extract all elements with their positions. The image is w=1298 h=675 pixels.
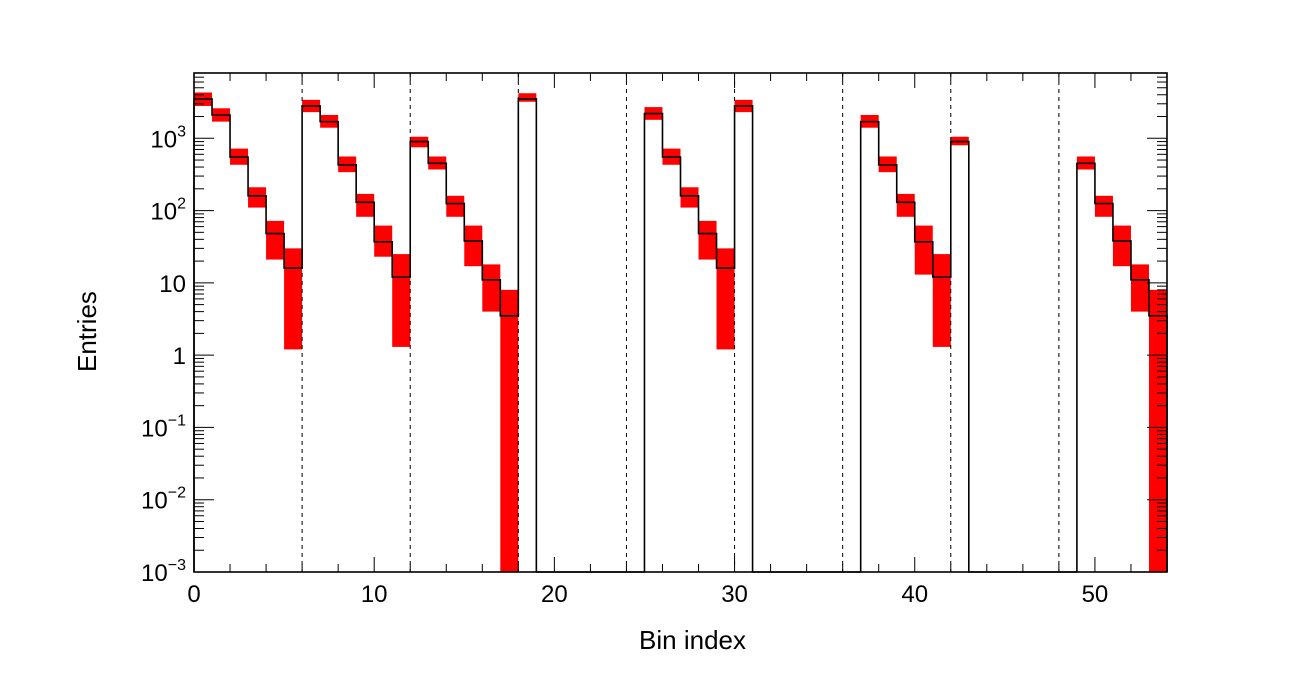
error-band-bin-40 <box>914 225 933 275</box>
y-axis-ticks: 10−3 10−2 10−1 1 10 102 103 <box>141 72 1167 587</box>
error-band-bin-28 <box>698 220 717 260</box>
error-band-bin-41 <box>932 254 951 347</box>
error-band-bin-16 <box>482 264 501 312</box>
error-band-bin-51 <box>1112 225 1131 267</box>
x-tick-label: 20 <box>541 581 568 608</box>
y-tick-label: 10−1 <box>141 412 186 442</box>
x-tick-label: 40 <box>901 581 928 608</box>
y-tick-label: 1 <box>173 343 186 370</box>
error-band-bin-14 <box>446 195 465 217</box>
error-band-bin-18 <box>518 93 537 102</box>
x-tick-label: 0 <box>187 581 200 608</box>
x-tick-label: 10 <box>361 581 388 608</box>
plot-frame <box>193 72 1168 573</box>
error-band-bin-39 <box>896 193 915 217</box>
x-tick-label: 30 <box>721 581 748 608</box>
error-band-bin-15 <box>464 225 483 267</box>
error-band-bin-52 <box>1130 264 1149 312</box>
y-tick-label: 103 <box>150 123 186 153</box>
y-tick-label: 10−2 <box>141 485 186 515</box>
error-band-bin-29 <box>716 248 735 350</box>
error-band-bin-9 <box>356 193 375 217</box>
error-band-bin-27 <box>680 187 699 208</box>
x-axis-title: Bin index <box>639 625 746 655</box>
error-band-bin-3 <box>248 187 267 208</box>
y-tick-label: 10 <box>159 271 186 298</box>
error-bands <box>194 92 1167 572</box>
y-tick-label: 10−3 <box>141 557 186 587</box>
error-band-bin-17 <box>500 289 519 572</box>
error-band-bin-5 <box>284 248 303 350</box>
x-tick-label: 50 <box>1082 581 1109 608</box>
y-axis-title: Entries <box>72 291 102 372</box>
error-band-bin-4 <box>266 220 285 260</box>
x-axis-ticks: 0 10 20 30 40 50 <box>187 73 1168 608</box>
error-band-bin-11 <box>392 254 411 347</box>
error-band-bin-50 <box>1094 195 1113 217</box>
y-tick-label: 102 <box>150 196 186 226</box>
